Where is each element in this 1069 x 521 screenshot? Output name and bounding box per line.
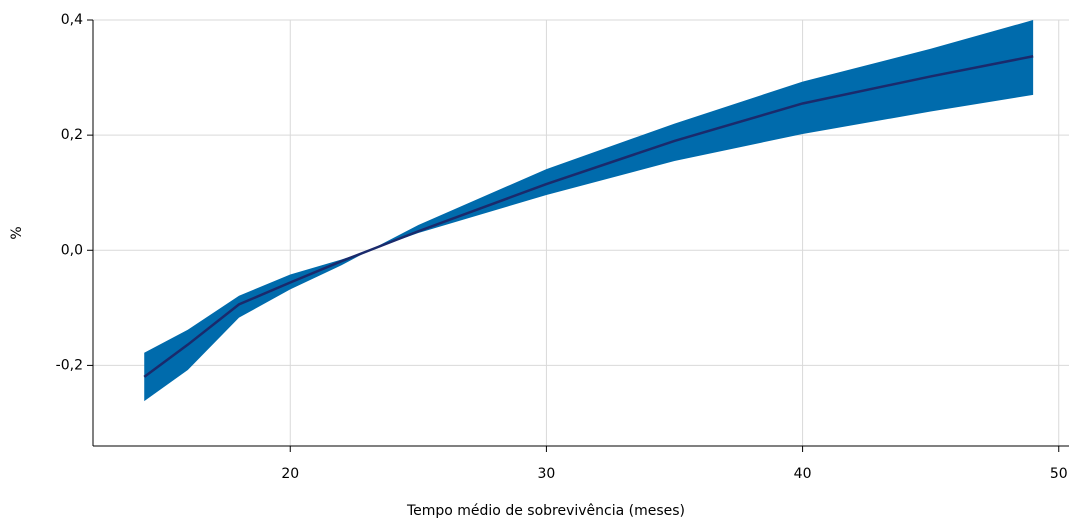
x-tick-label: 30 — [538, 466, 556, 482]
y-tick-label: 0,2 — [61, 127, 83, 143]
x-tick-label: 50 — [1050, 466, 1068, 482]
y-tick-label: 0,0 — [61, 242, 83, 258]
x-tick-label: 20 — [281, 466, 299, 482]
x-tick-label: 40 — [794, 466, 812, 482]
y-axis-label: % — [9, 226, 25, 239]
confidence-band — [144, 20, 1034, 402]
line — [143, 55, 1034, 378]
y-tick-label: -0,2 — [56, 357, 83, 373]
y-tick-label: 0,4 — [61, 12, 83, 28]
x-axis-label: Tempo médio de sobrevivência (meses) — [406, 503, 685, 519]
